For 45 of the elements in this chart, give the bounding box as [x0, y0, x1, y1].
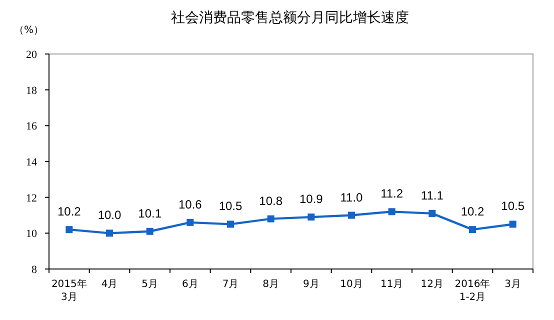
y-tick-label: 8 — [32, 264, 38, 276]
point — [106, 230, 113, 237]
x-tick-label: 9月 — [302, 279, 320, 290]
data-label: 10.6 — [178, 197, 202, 212]
point — [469, 226, 476, 234]
y-tick-label: 12 — [26, 192, 37, 204]
y-tick-label: 10 — [26, 228, 38, 240]
data-label: 10.0 — [98, 208, 122, 222]
point — [428, 210, 436, 217]
y-tick-label: 16 — [26, 120, 38, 133]
chart-title: 社会消费品零售总额分月同比增长速度 — [171, 10, 409, 26]
data-label: 10.8 — [259, 194, 283, 208]
data-label: 10.2 — [460, 204, 484, 219]
x-tick-label: 2016年 1-2月 — [454, 278, 490, 303]
y-tick-label: 14 — [26, 156, 38, 168]
data-label: 10.5 — [501, 199, 525, 214]
y-axis-title: （%） — [14, 25, 44, 36]
x-tick-label: 5月 — [142, 279, 158, 290]
data-label: 10.1 — [138, 206, 162, 220]
data-label: 10.2 — [57, 204, 82, 219]
x-tick-label: 2015年 3月 — [51, 278, 87, 303]
y-tick-label: 18 — [26, 84, 38, 97]
point — [388, 208, 396, 216]
point — [509, 220, 516, 228]
point — [227, 220, 234, 228]
point — [308, 214, 315, 221]
data-label: 11.1 — [420, 188, 444, 202]
x-tick-label: 11月 — [380, 279, 404, 290]
data-label: 11.2 — [380, 186, 404, 201]
point — [348, 212, 355, 219]
x-tick-label: 8月 — [262, 279, 280, 290]
x-tick-label: 7月 — [222, 279, 239, 290]
point — [66, 226, 73, 234]
x-tick-label: 4月 — [101, 279, 118, 290]
x-tick-label: 12月 — [420, 279, 444, 290]
y-tick-label: 20 — [26, 49, 38, 61]
data-label: 11.0 — [340, 190, 364, 204]
x-tick-label: 10月 — [340, 279, 363, 290]
point — [267, 215, 274, 222]
data-label: 10.5 — [218, 199, 242, 214]
x-tick-label: 6月 — [182, 279, 198, 290]
point — [146, 228, 154, 235]
data-label: 10.9 — [299, 192, 324, 206]
x-tick-label: 3月 — [504, 279, 522, 290]
point — [186, 218, 194, 226]
